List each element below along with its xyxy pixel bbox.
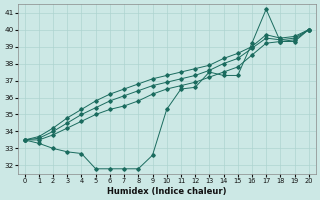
X-axis label: Humidex (Indice chaleur): Humidex (Indice chaleur) (107, 187, 227, 196)
